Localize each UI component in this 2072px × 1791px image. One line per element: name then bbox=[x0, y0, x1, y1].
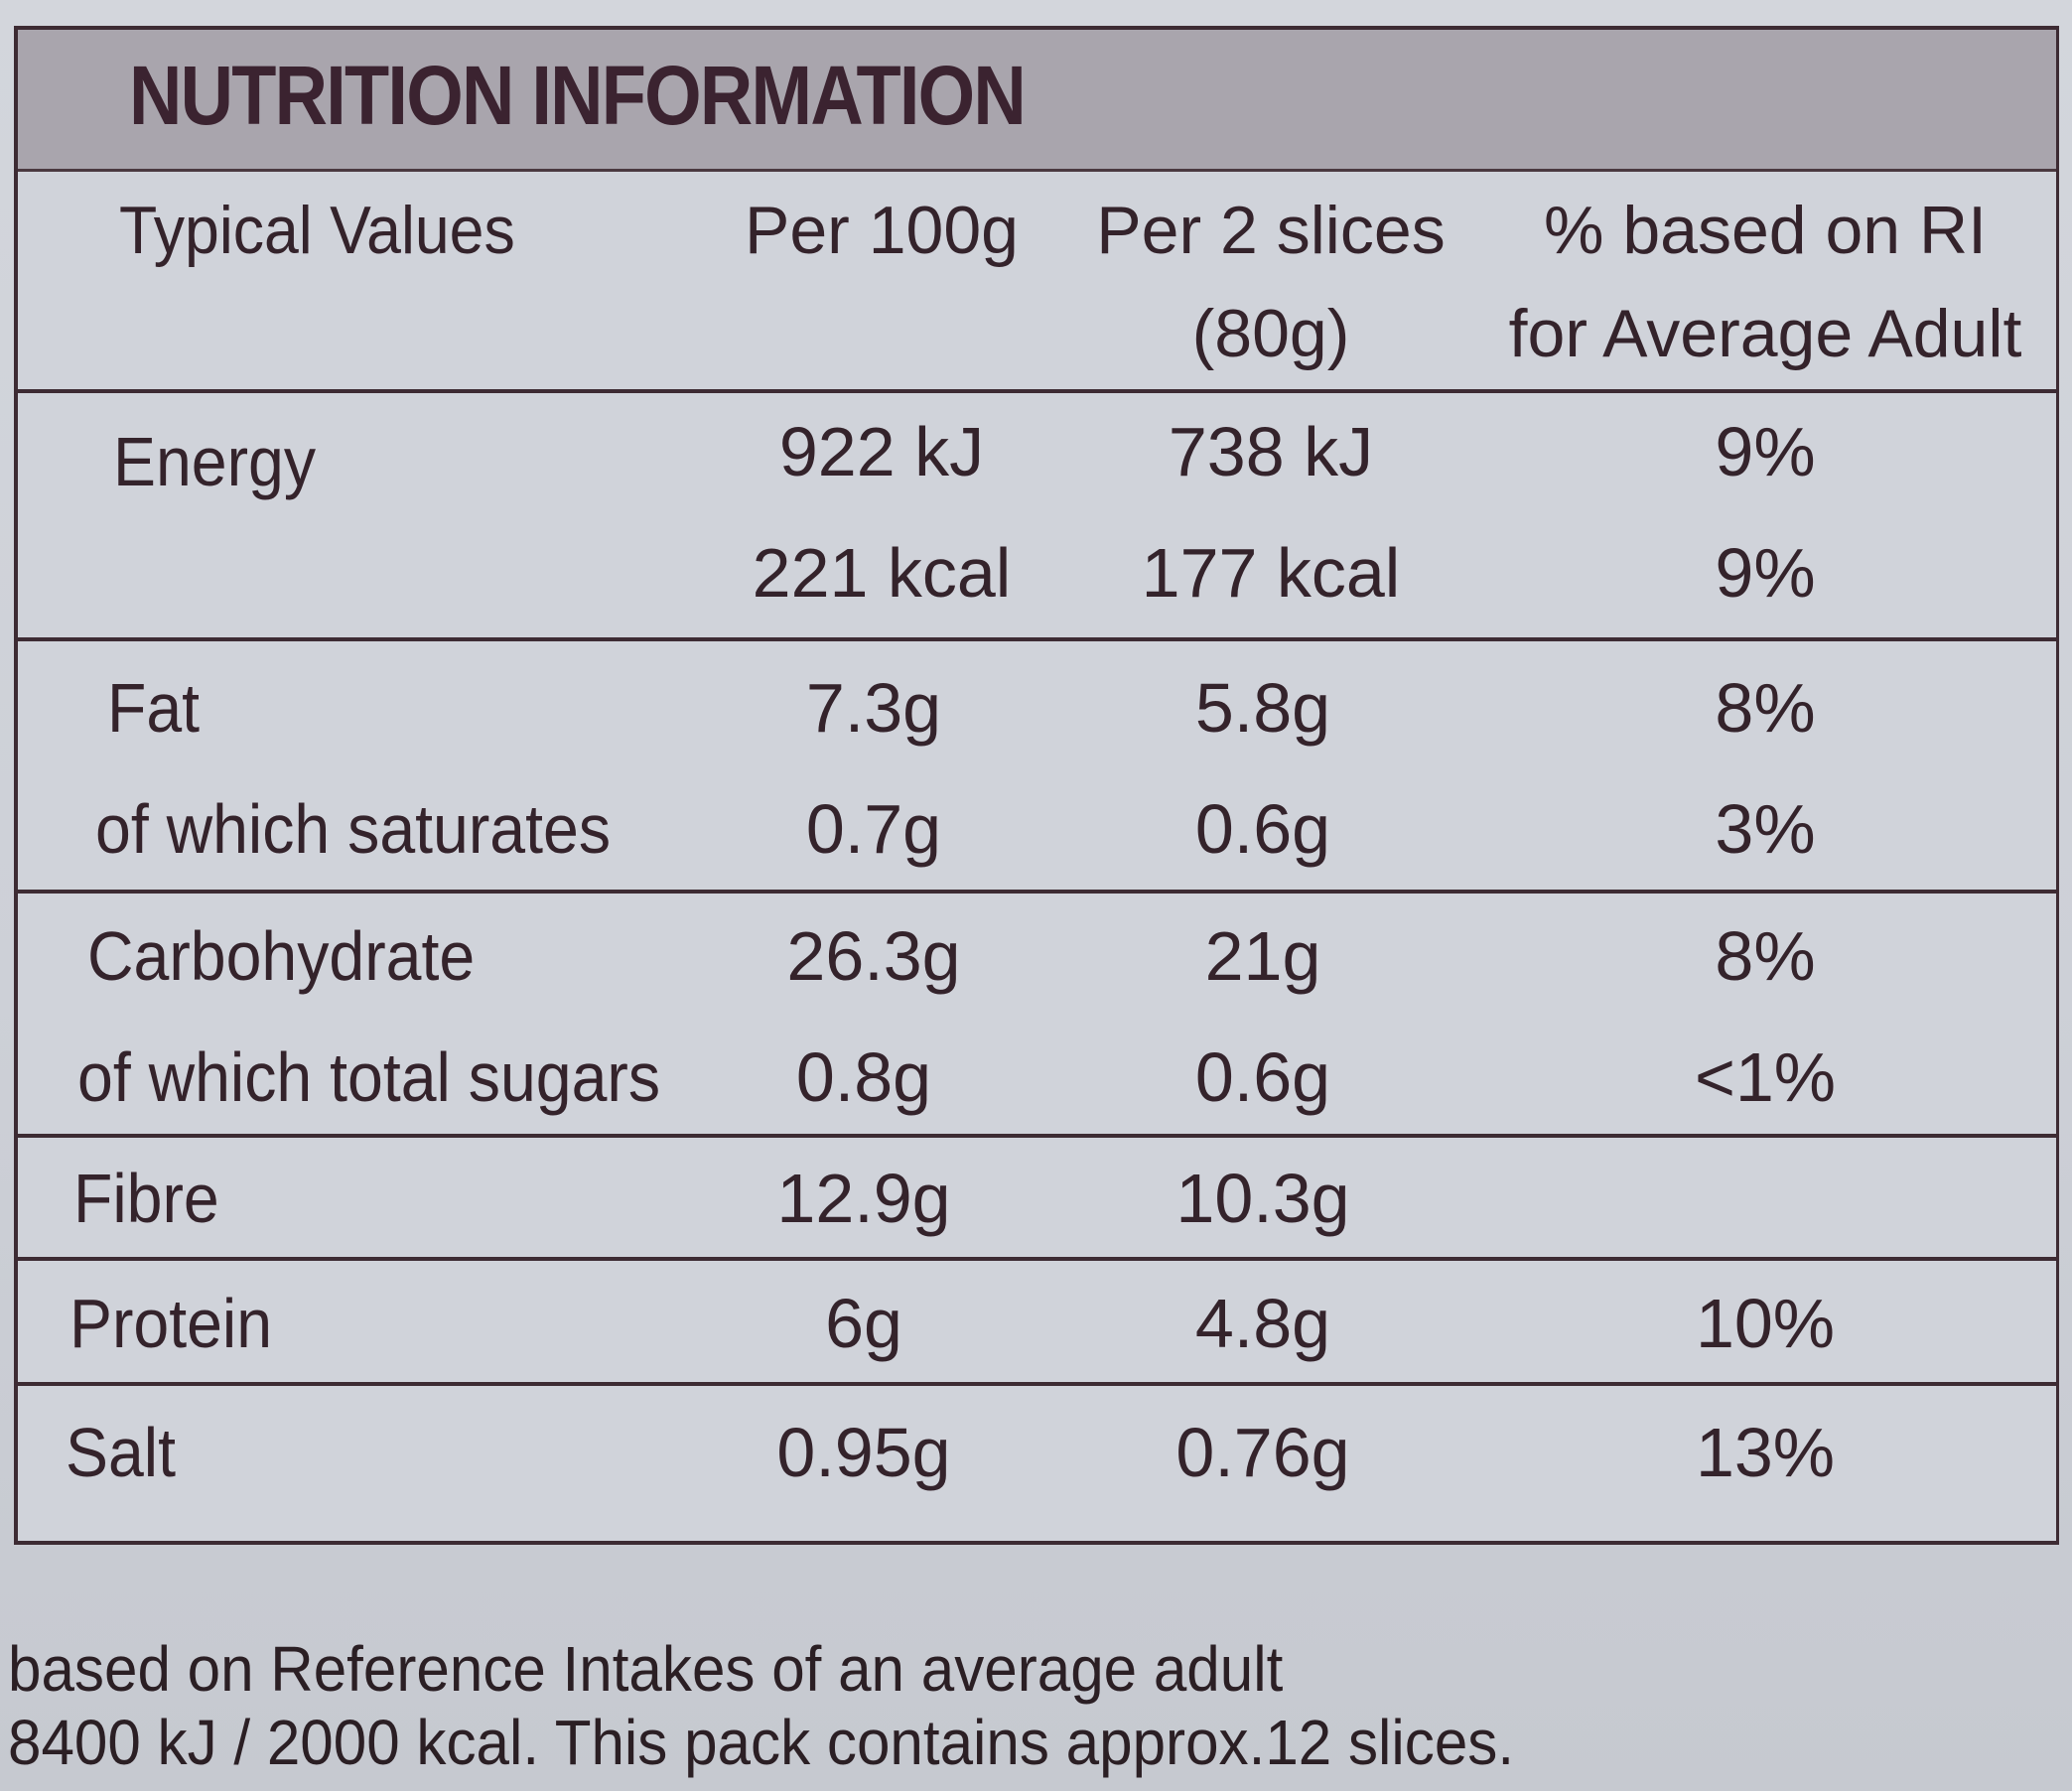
row-fat-ri: 8% bbox=[1715, 669, 1816, 747]
row-fat-per100: 7.3g bbox=[805, 669, 942, 747]
footer-pack-info: 8400 kJ / 2000 kcal. This pack contains … bbox=[8, 1707, 1515, 1778]
header-per-100g: Per 100g bbox=[745, 193, 1019, 268]
divider bbox=[18, 890, 2056, 894]
title-bar: NUTRITION INFORMATION bbox=[18, 30, 2056, 172]
row-energy-name: Energy bbox=[113, 423, 317, 500]
header-ri-percent: % based on RI bbox=[1543, 193, 1988, 268]
row-carbohydrate-ri: 8% bbox=[1715, 917, 1816, 995]
row-sugars-serving: 0.6g bbox=[1194, 1038, 1331, 1116]
header-typical-values: Typical Values bbox=[119, 193, 515, 268]
row-salt-per100: 0.95g bbox=[776, 1414, 951, 1491]
row-salt-serving: 0.76g bbox=[1175, 1414, 1350, 1491]
row-saturates-serving: 0.6g bbox=[1194, 790, 1331, 868]
row-energy-serving-kj: 738 kJ bbox=[1168, 413, 1374, 490]
header-per-2-slices: Per 2 slices bbox=[1096, 193, 1446, 268]
divider bbox=[18, 1257, 2056, 1261]
row-fat-name: Fat bbox=[107, 669, 201, 747]
divider bbox=[18, 637, 2056, 641]
row-protein-name: Protein bbox=[69, 1285, 273, 1362]
header-ri-average-adult: for Average Adult bbox=[1508, 296, 2022, 371]
row-salt-name: Salt bbox=[66, 1414, 176, 1491]
row-saturates-name: of which saturates bbox=[95, 790, 612, 868]
row-salt-ri: 13% bbox=[1695, 1414, 1836, 1491]
nutrition-table: NUTRITION INFORMATION Typical Values Per… bbox=[14, 26, 2059, 1545]
row-carbohydrate-serving: 21g bbox=[1204, 917, 1321, 995]
row-carbohydrate-name: Carbohydrate bbox=[87, 917, 476, 995]
row-saturates-ri: 3% bbox=[1715, 790, 1816, 868]
row-energy-per100-kj: 922 kJ bbox=[778, 413, 985, 490]
row-carbohydrate-per100: 26.3g bbox=[786, 917, 961, 995]
row-sugars-per100: 0.8g bbox=[795, 1038, 932, 1116]
row-saturates-per100: 0.7g bbox=[805, 790, 942, 868]
row-protein-per100: 6g bbox=[825, 1285, 902, 1362]
row-fibre-serving: 10.3g bbox=[1175, 1160, 1350, 1237]
row-energy-ri-kcal: 9% bbox=[1715, 534, 1816, 612]
row-fibre-name: Fibre bbox=[73, 1160, 219, 1237]
divider bbox=[18, 1134, 2056, 1138]
divider bbox=[18, 1382, 2056, 1386]
header-serving-weight: (80g) bbox=[1191, 296, 1350, 371]
nutrition-title: NUTRITION INFORMATION bbox=[129, 49, 1027, 142]
row-protein-ri: 10% bbox=[1695, 1285, 1836, 1362]
row-sugars-name: of which total sugars bbox=[77, 1038, 661, 1116]
divider bbox=[18, 389, 2056, 393]
footer-reference-intakes: based on Reference Intakes of an average… bbox=[8, 1633, 1284, 1705]
row-energy-ri-kj: 9% bbox=[1715, 413, 1816, 490]
row-sugars-ri: <1% bbox=[1694, 1038, 1837, 1116]
row-energy-per100-kcal: 221 kcal bbox=[752, 534, 1012, 612]
row-protein-serving: 4.8g bbox=[1194, 1285, 1331, 1362]
row-fibre-per100: 12.9g bbox=[776, 1160, 951, 1237]
row-fat-serving: 5.8g bbox=[1194, 669, 1331, 747]
row-energy-serving-kcal: 177 kcal bbox=[1141, 534, 1401, 612]
